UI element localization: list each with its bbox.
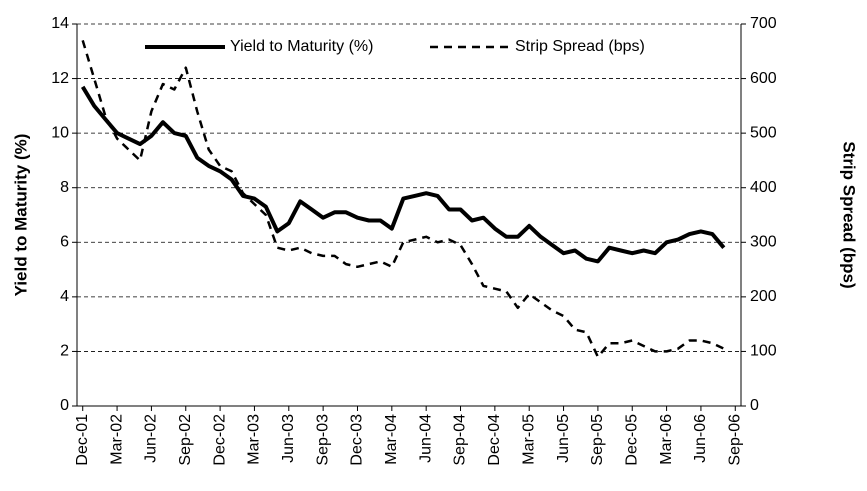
x-tick-label: Sep-06 [726, 414, 743, 466]
y-tick-label: 2 [60, 343, 69, 360]
y2-tick-label: 500 [750, 124, 777, 141]
x-tick-label: Mar-02 [108, 414, 125, 465]
y-tick-label: 4 [60, 288, 69, 305]
y2-axis-title: Strip Spread (bps) [840, 141, 859, 288]
x-tick-label: Sep-03 [314, 414, 331, 466]
x-tick-label: Mar-06 [658, 414, 675, 465]
series-line [81, 40, 725, 359]
y-tick-label: 14 [51, 15, 69, 32]
y2-tick-label: 0 [750, 397, 759, 414]
y-tick-label: 6 [60, 234, 69, 251]
x-tick-label: Dec-05 [623, 414, 640, 466]
x-tick-label: Mar-04 [383, 414, 400, 465]
x-tick-label: Jun-04 [417, 414, 434, 463]
y2-tick-label: 700 [750, 15, 777, 32]
x-tick-label: Mar-03 [246, 414, 263, 465]
x-tick-label: Sep-05 [589, 414, 606, 466]
legend-label: Yield to Maturity (%) [230, 38, 373, 55]
x-tick-label: Sep-02 [177, 414, 194, 466]
y-tick-label: 10 [51, 124, 69, 141]
y-tick-label: 0 [60, 397, 69, 414]
y2-tick-label: 600 [750, 70, 777, 87]
y-tick-label: 12 [51, 70, 69, 87]
y2-tick-label: 100 [750, 343, 777, 360]
series-line [80, 85, 726, 264]
x-tick-label: Jun-05 [555, 414, 572, 463]
x-tick-label: Dec-03 [349, 414, 366, 466]
x-tick-label: Jun-03 [280, 414, 297, 463]
y2-tick-label: 400 [750, 179, 777, 196]
y2-tick-label: 300 [750, 234, 777, 251]
x-tick-label: Sep-04 [452, 414, 469, 466]
x-tick-label: Jun-06 [692, 414, 709, 463]
y2-tick-label: 200 [750, 288, 777, 305]
x-tick-label: Dec-04 [486, 414, 503, 466]
x-tick-label: Dec-02 [211, 414, 228, 466]
x-tick-label: Jun-02 [143, 414, 160, 463]
y-tick-label: 8 [60, 179, 69, 196]
x-tick-label: Mar-05 [520, 414, 537, 465]
x-tick-label: Dec-01 [74, 414, 91, 466]
y-axis-title: Yield to Maturity (%) [11, 134, 30, 297]
legend-label: Strip Spread (bps) [515, 38, 645, 55]
